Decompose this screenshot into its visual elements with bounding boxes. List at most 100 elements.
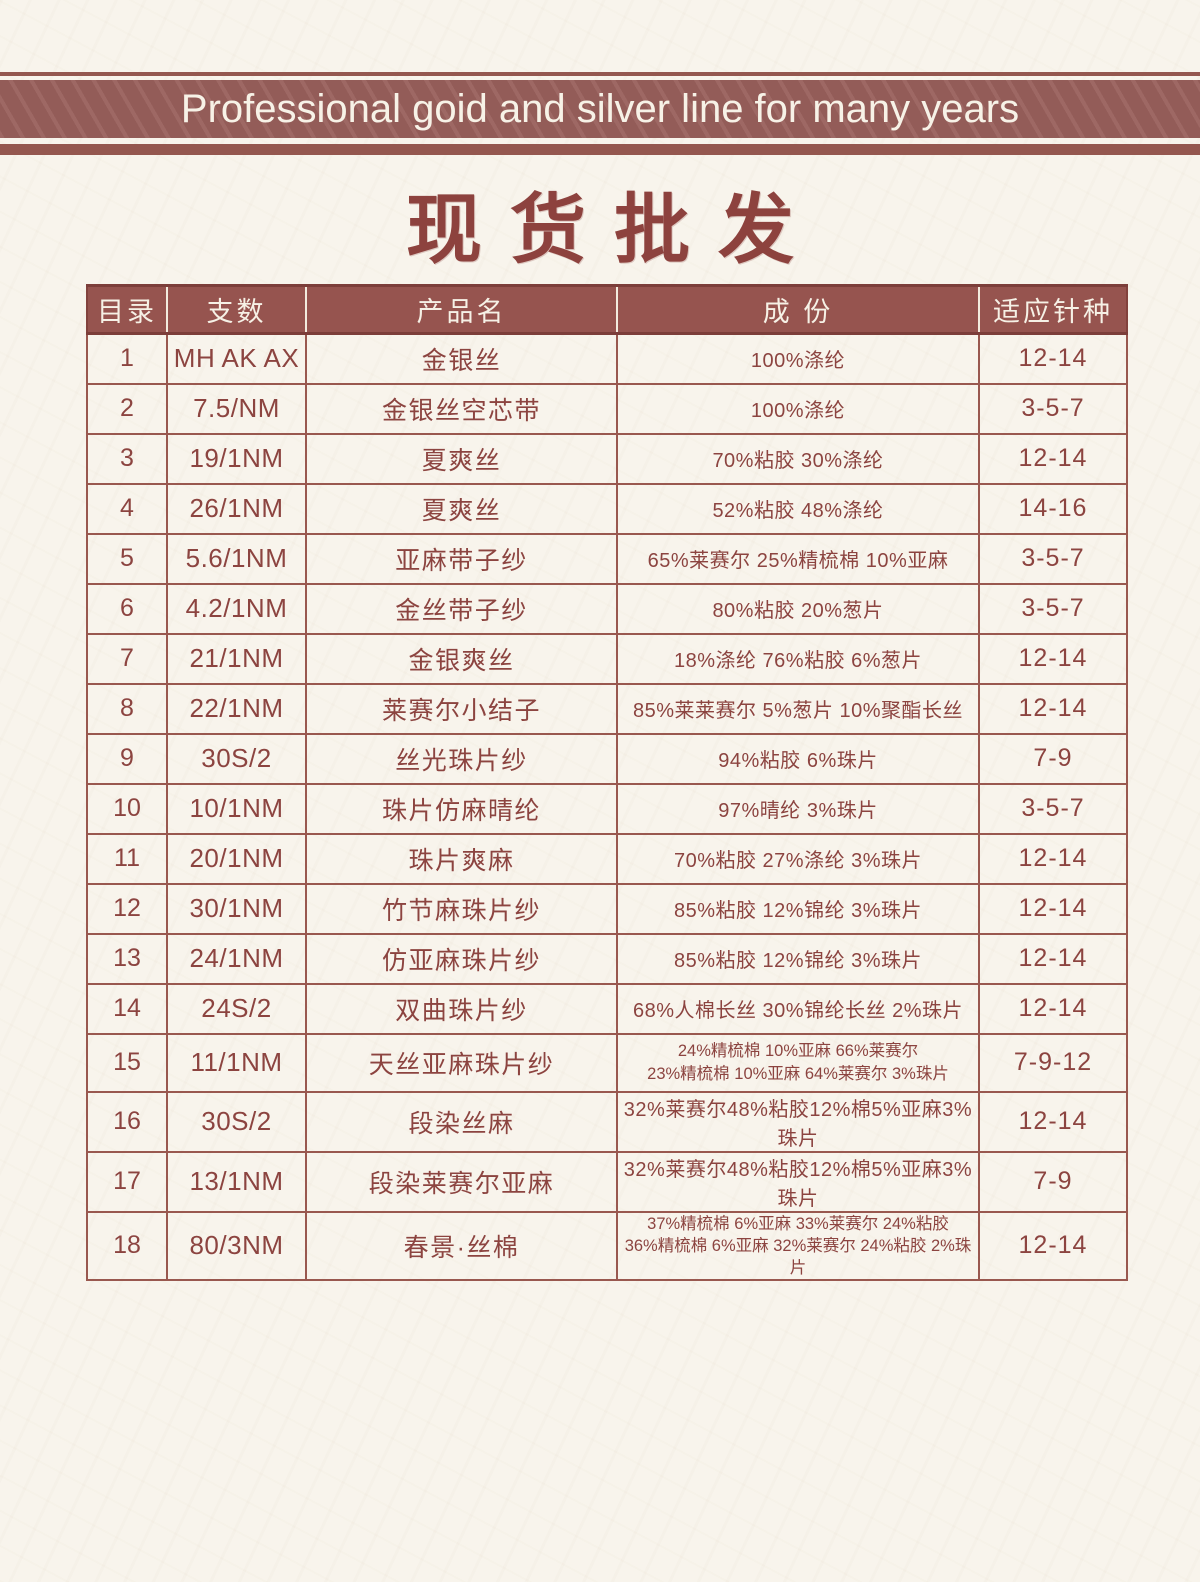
count-cell: 24/1NM bbox=[166, 932, 307, 985]
composition-cell: 68%人棉长丝 30%锦纶长丝 2%珠片 bbox=[616, 982, 980, 1035]
needle-cell: 12-14 bbox=[978, 832, 1128, 885]
count-cell: 22/1NM bbox=[166, 682, 307, 735]
needle-cell: 12-14 bbox=[978, 932, 1128, 985]
index-cell: 16 bbox=[86, 1090, 168, 1153]
col-header-name: 产品名 bbox=[305, 284, 617, 335]
count-cell: 20/1NM bbox=[166, 832, 307, 885]
name-cell: 亚麻带子纱 bbox=[305, 532, 618, 585]
composition-cell: 24%精梳棉 10%亚麻 66%莱赛尔 23%精梳棉 10%亚麻 64%莱赛尔 3… bbox=[616, 1032, 980, 1093]
composition-cell: 80%粘胶 20%葱片 bbox=[616, 582, 980, 635]
index-cell: 9 bbox=[86, 732, 168, 785]
table-row: 8 22/1NM 莱赛尔小结子 85%莱莱赛尔 5%葱片 10%聚酯长丝 12-14 bbox=[86, 682, 1128, 735]
composition-cell: 70%粘胶 30%涤纶 bbox=[616, 432, 980, 485]
table-body: 1 MH AK AX 金银丝 100%涤纶 12-14 2 7.5/NM 金银丝空芯带 100%… bbox=[86, 332, 1128, 1282]
table-row: 3 19/1NM 夏爽丝 70%粘胶 30%涤纶 12-14 bbox=[86, 432, 1128, 485]
name-cell: 段染丝麻 bbox=[305, 1090, 618, 1153]
needle-cell: 7-9-12 bbox=[978, 1032, 1128, 1093]
name-cell: 珠片仿麻晴纶 bbox=[305, 782, 618, 835]
banner-text: Professional goid and silver line for ma… bbox=[180, 86, 1020, 131]
composition-cell: 100%涤纶 bbox=[616, 382, 980, 435]
table-row: 7 21/1NM 金银爽丝 18%涤纶 76%粘胶 6%葱片 12-14 bbox=[86, 632, 1128, 685]
composition-cell: 85%莱莱赛尔 5%葱片 10%聚酯长丝 bbox=[616, 682, 980, 735]
index-cell: 4 bbox=[86, 482, 168, 535]
composition-line: 65%莱赛尔 25%精梳棉 10%亚麻 bbox=[647, 550, 949, 572]
index-cell: 3 bbox=[86, 432, 168, 485]
table-row: 15 11/1NM 天丝亚麻珠片纱 24%精梳棉 10%亚麻 66%莱赛尔 23%精梳棉… bbox=[86, 1032, 1128, 1093]
composition-line: 70%粘胶 27%涤纶 3%珠片 bbox=[673, 850, 923, 872]
table-row: 13 24/1NM 仿亚麻珠片纱 85%粘胶 12%锦纶 3%珠片 12-14 bbox=[86, 932, 1128, 985]
composition-line: 85%粘胶 12%锦纶 3%珠片 bbox=[673, 950, 923, 972]
name-cell: 金银丝空芯带 bbox=[305, 382, 618, 435]
count-cell: 26/1NM bbox=[166, 482, 307, 535]
count-cell: 30/1NM bbox=[166, 882, 307, 935]
composition-cell: 52%粘胶 48%涤纶 bbox=[616, 482, 980, 535]
composition-line: 94%粘胶 6%珠片 bbox=[718, 750, 878, 772]
count-cell: 80/3NM bbox=[166, 1210, 307, 1282]
needle-cell: 7-9 bbox=[978, 732, 1128, 785]
table-row: 4 26/1NM 夏爽丝 52%粘胶 48%涤纶 14-16 bbox=[86, 482, 1128, 535]
index-cell: 11 bbox=[86, 832, 168, 885]
banner: Professional goid and silver line for ma… bbox=[0, 80, 1200, 138]
composition-cell: 32%莱赛尔48%粘胶12%棉5%亚麻3%珠片 bbox=[616, 1090, 980, 1153]
table-row: 10 10/1NM 珠片仿麻晴纶 97%晴纶 3%珠片 3-5-7 bbox=[86, 782, 1128, 835]
composition-line: 97%晴纶 3%珠片 bbox=[718, 800, 878, 822]
composition-line: 37%精梳棉 6%亚麻 33%莱赛尔 24%粘胶 bbox=[647, 1214, 949, 1233]
composition-cell: 100%涤纶 bbox=[616, 332, 980, 385]
composition-cell: 65%莱赛尔 25%精梳棉 10%亚麻 bbox=[616, 532, 980, 585]
composition-line: 36%精梳棉 6%亚麻 32%莱赛尔 24%粘胶 2%珠片 bbox=[624, 1236, 972, 1278]
index-cell: 1 bbox=[86, 332, 168, 385]
needle-cell: 12-14 bbox=[978, 882, 1128, 935]
needle-cell: 12-14 bbox=[978, 982, 1128, 1035]
col-header-needle: 适应针种 bbox=[978, 284, 1127, 335]
name-cell: 段染莱赛尔亚麻 bbox=[305, 1150, 618, 1213]
table-row: 14 24S/2 双曲珠片纱 68%人棉长丝 30%锦纶长丝 2%珠片 12-14 bbox=[86, 982, 1128, 1035]
table-row: 17 13/1NM 段染莱赛尔亚麻 32%莱赛尔48%粘胶12%棉5%亚麻3%珠片 7-… bbox=[86, 1150, 1128, 1213]
composition-line: 80%粘胶 20%葱片 bbox=[712, 600, 884, 622]
table-row: 2 7.5/NM 金银丝空芯带 100%涤纶 3-5-7 bbox=[86, 382, 1128, 435]
table-row: 6 4.2/1NM 金丝带子纱 80%粘胶 20%葱片 3-5-7 bbox=[86, 582, 1128, 635]
col-header-composition: 成 份 bbox=[616, 284, 979, 335]
count-cell: 24S/2 bbox=[166, 982, 307, 1035]
composition-line: 70%粘胶 30%涤纶 bbox=[712, 450, 884, 472]
count-cell: MH AK AX bbox=[166, 332, 307, 385]
name-cell: 夏爽丝 bbox=[305, 482, 618, 535]
needle-cell: 3-5-7 bbox=[978, 382, 1128, 435]
name-cell: 金银爽丝 bbox=[305, 632, 618, 685]
index-cell: 6 bbox=[86, 582, 168, 635]
composition-cell: 32%莱赛尔48%粘胶12%棉5%亚麻3%珠片 bbox=[616, 1150, 980, 1213]
name-cell: 仿亚麻珠片纱 bbox=[305, 932, 618, 985]
needle-cell: 14-16 bbox=[978, 482, 1128, 535]
index-cell: 7 bbox=[86, 632, 168, 685]
needle-cell: 12-14 bbox=[978, 432, 1128, 485]
banner-bottom-stripe bbox=[0, 144, 1200, 155]
name-cell: 天丝亚麻珠片纱 bbox=[305, 1032, 618, 1093]
count-cell: 13/1NM bbox=[166, 1150, 307, 1213]
index-cell: 14 bbox=[86, 982, 168, 1035]
name-cell: 春景·丝棉 bbox=[305, 1210, 618, 1282]
composition-line: 85%莱莱赛尔 5%葱片 10%聚酯长丝 bbox=[632, 700, 964, 722]
count-cell: 19/1NM bbox=[166, 432, 307, 485]
count-cell: 4.2/1NM bbox=[166, 582, 307, 635]
needle-cell: 3-5-7 bbox=[978, 532, 1128, 585]
composition-line: 32%莱赛尔48%粘胶12%棉5%亚麻3%珠片 bbox=[623, 1158, 973, 1210]
index-cell: 17 bbox=[86, 1150, 168, 1213]
index-cell: 18 bbox=[86, 1210, 168, 1282]
composition-line: 18%涤纶 76%粘胶 6%葱片 bbox=[673, 650, 923, 672]
composition-cell: 37%精梳棉 6%亚麻 33%莱赛尔 24%粘胶 36%精梳棉 6%亚麻 32%莱… bbox=[616, 1210, 980, 1282]
count-cell: 10/1NM bbox=[166, 782, 307, 835]
composition-line: 52%粘胶 48%涤纶 bbox=[712, 500, 884, 522]
page-title: 现货批发 bbox=[406, 185, 822, 274]
composition-cell: 85%粘胶 12%锦纶 3%珠片 bbox=[616, 882, 980, 935]
index-cell: 10 bbox=[86, 782, 168, 835]
product-table: 目录 支数 产品名 成 份 适应针种 1 MH AK AX 金银丝 100%涤纶 12-… bbox=[86, 284, 1128, 1282]
composition-line: 68%人棉长丝 30%锦纶长丝 2%珠片 bbox=[632, 1000, 964, 1022]
table-row: 11 20/1NM 珠片爽麻 70%粘胶 27%涤纶 3%珠片 12-14 bbox=[86, 832, 1128, 885]
composition-line: 100%涤纶 bbox=[750, 400, 846, 422]
composition-cell: 94%粘胶 6%珠片 bbox=[616, 732, 980, 785]
name-cell: 双曲珠片纱 bbox=[305, 982, 618, 1035]
table-row: 12 30/1NM 竹节麻珠片纱 85%粘胶 12%锦纶 3%珠片 12-14 bbox=[86, 882, 1128, 935]
needle-cell: 7-9 bbox=[978, 1150, 1128, 1213]
index-cell: 13 bbox=[86, 932, 168, 985]
name-cell: 夏爽丝 bbox=[305, 432, 618, 485]
needle-cell: 12-14 bbox=[978, 332, 1128, 385]
